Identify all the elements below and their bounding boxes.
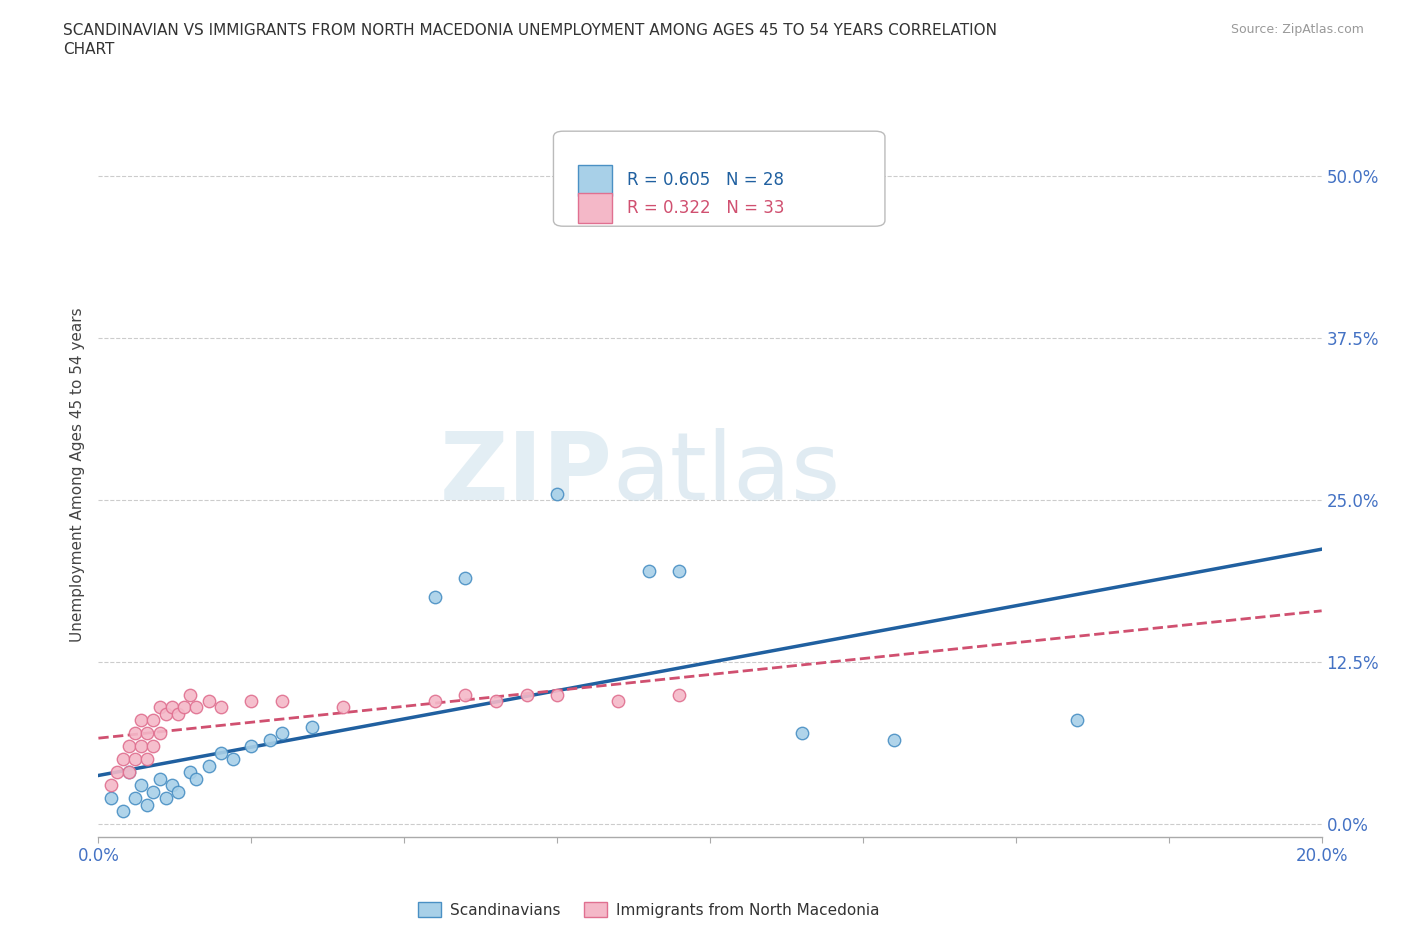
Text: R = 0.605   N = 28: R = 0.605 N = 28: [627, 171, 785, 190]
Point: [240, 738, 263, 753]
Point: [423, 590, 446, 604]
Point: [1066, 713, 1088, 728]
Point: [546, 486, 568, 501]
Point: [668, 564, 690, 578]
Point: [186, 771, 208, 786]
Point: [129, 713, 152, 728]
Point: [136, 751, 159, 766]
Point: [883, 733, 905, 748]
Point: [173, 700, 195, 715]
Point: [637, 564, 661, 578]
Point: [270, 694, 292, 709]
Point: [197, 758, 219, 773]
Point: [668, 687, 690, 702]
Point: [129, 738, 152, 753]
Point: [118, 738, 141, 753]
Point: [149, 726, 172, 741]
Point: [332, 700, 354, 715]
Point: [167, 784, 190, 799]
Point: [516, 687, 538, 702]
Point: [160, 700, 183, 715]
Point: [124, 751, 146, 766]
Point: [485, 694, 508, 709]
Point: [179, 687, 201, 702]
Bar: [578, 166, 612, 195]
Point: [423, 694, 446, 709]
Point: [142, 784, 165, 799]
Point: [160, 777, 183, 792]
Point: [454, 687, 477, 702]
Point: [155, 790, 177, 805]
Point: [124, 790, 146, 805]
Point: [129, 777, 152, 792]
Point: [149, 771, 172, 786]
Text: ZIP: ZIP: [439, 429, 612, 520]
Point: [167, 707, 190, 722]
Point: [197, 694, 219, 709]
Point: [546, 687, 568, 702]
Point: [142, 713, 165, 728]
Point: [270, 726, 292, 741]
Point: [111, 804, 134, 818]
Point: [179, 764, 201, 779]
Legend: Scandinavians, Immigrants from North Macedonia: Scandinavians, Immigrants from North Mac…: [412, 896, 886, 923]
Point: [259, 733, 281, 748]
Text: Source: ZipAtlas.com: Source: ZipAtlas.com: [1230, 23, 1364, 36]
Text: SCANDINAVIAN VS IMMIGRANTS FROM NORTH MACEDONIA UNEMPLOYMENT AMONG AGES 45 TO 54: SCANDINAVIAN VS IMMIGRANTS FROM NORTH MA…: [63, 23, 997, 38]
Point: [607, 694, 630, 709]
Point: [100, 790, 122, 805]
Point: [105, 764, 128, 779]
Point: [155, 707, 177, 722]
Point: [240, 694, 263, 709]
Point: [118, 764, 141, 779]
Text: atlas: atlas: [612, 429, 841, 520]
Point: [222, 751, 245, 766]
Y-axis label: Unemployment Among Ages 45 to 54 years: Unemployment Among Ages 45 to 54 years: [69, 307, 84, 642]
Point: [209, 745, 232, 760]
Point: [118, 764, 141, 779]
Point: [100, 777, 122, 792]
Point: [454, 570, 477, 585]
Text: CHART: CHART: [63, 42, 115, 57]
FancyBboxPatch shape: [554, 131, 884, 226]
Point: [149, 700, 172, 715]
Point: [790, 726, 813, 741]
Point: [136, 726, 159, 741]
Point: [136, 797, 159, 812]
Point: [186, 700, 208, 715]
Point: [124, 726, 146, 741]
Point: [142, 738, 165, 753]
Point: [111, 751, 134, 766]
Text: R = 0.322   N = 33: R = 0.322 N = 33: [627, 199, 785, 217]
Bar: [578, 193, 612, 223]
Point: [209, 700, 232, 715]
Point: [301, 720, 323, 735]
